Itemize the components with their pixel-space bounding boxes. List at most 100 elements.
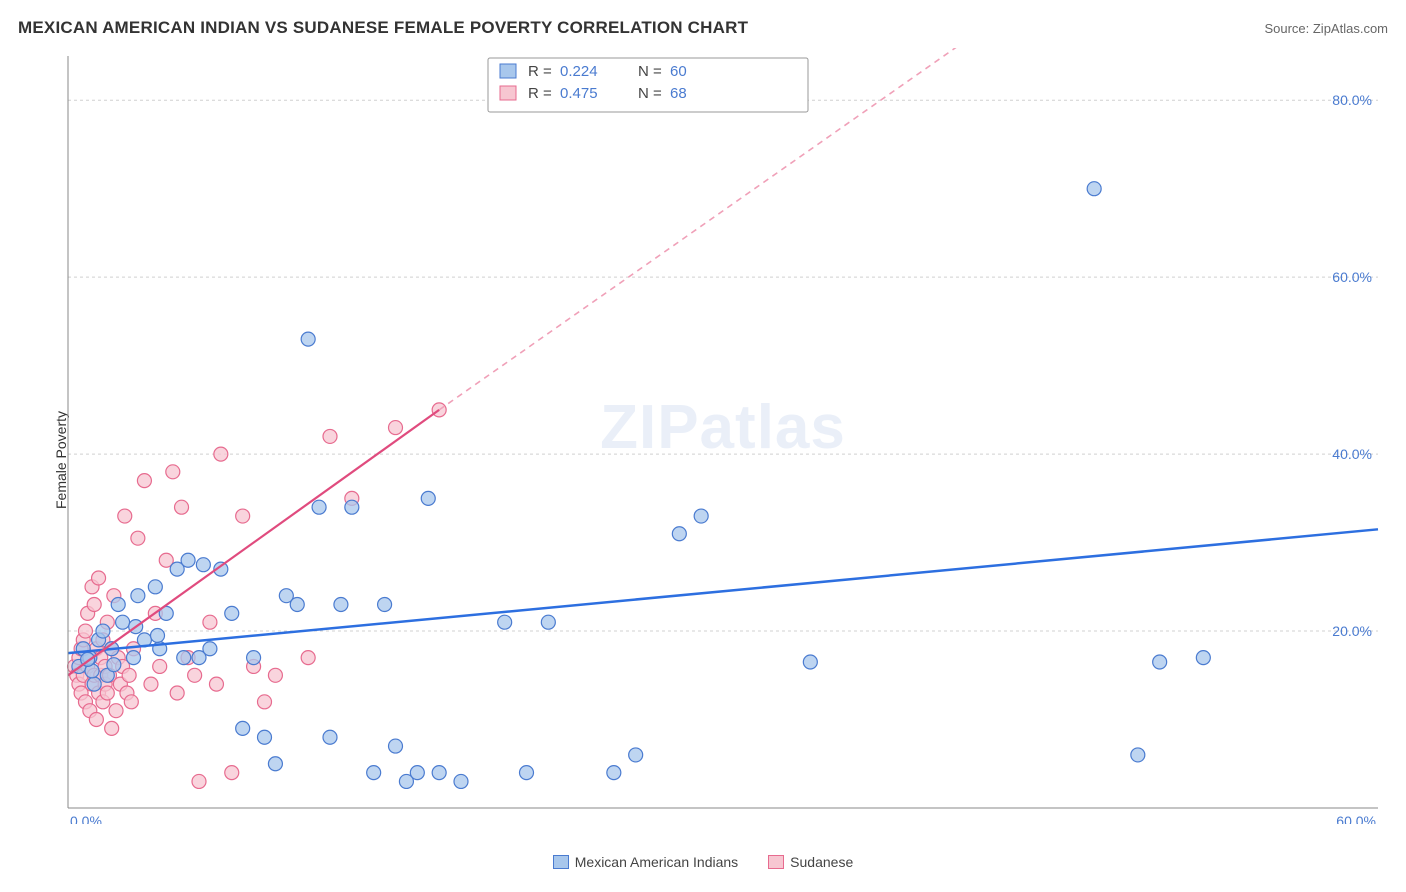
- chart-area: Female Poverty ZIPatlas 20.0%40.0%60.0%8…: [18, 48, 1388, 872]
- scatter-point-pink: [131, 531, 145, 545]
- scatter-point-blue: [225, 606, 239, 620]
- scatter-point-blue: [672, 527, 686, 541]
- scatter-point-pink: [209, 677, 223, 691]
- legend-item-pink: Sudanese: [768, 854, 853, 870]
- svg-text:60: 60: [670, 63, 687, 80]
- x-tick-label: 60.0%: [1336, 813, 1376, 824]
- chart-source: Source: ZipAtlas.com: [1264, 21, 1388, 36]
- stats-legend-box: R = 0.224 N = 60 R = 0.475 N = 68: [488, 58, 808, 112]
- stat-swatch-blue: [500, 64, 516, 78]
- scatter-point-blue: [236, 721, 250, 735]
- scatter-point-pink: [192, 774, 206, 788]
- svg-text:0.224: 0.224: [560, 63, 598, 80]
- scatter-point-pink: [214, 447, 228, 461]
- svg-text:0.475: 0.475: [560, 85, 598, 102]
- scatter-point-blue: [1131, 748, 1145, 762]
- scatter-point-pink: [78, 624, 92, 638]
- scatter-point-pink: [236, 509, 250, 523]
- scatter-point-blue: [181, 553, 195, 567]
- scatter-point-blue: [148, 580, 162, 594]
- scatter-point-pink: [188, 668, 202, 682]
- scatter-point-blue: [203, 642, 217, 656]
- scatter-point-blue: [111, 598, 125, 612]
- scatter-point-pink: [144, 677, 158, 691]
- scatter-point-pink: [137, 474, 151, 488]
- scatter-plot: ZIPatlas 20.0%40.0%60.0%80.0% 0.0%60.0% …: [58, 48, 1388, 824]
- scatter-point-blue: [520, 766, 534, 780]
- scatter-point-blue: [345, 500, 359, 514]
- svg-text:R =: R =: [528, 85, 552, 102]
- scatter-point-pink: [170, 686, 184, 700]
- scatter-point-blue: [312, 500, 326, 514]
- scatter-point-blue: [410, 766, 424, 780]
- svg-text:R =: R =: [528, 63, 552, 80]
- scatter-point-blue: [96, 624, 110, 638]
- scatter-point-blue: [268, 757, 282, 771]
- scatter-point-blue: [258, 730, 272, 744]
- scatter-point-pink: [323, 429, 337, 443]
- bottom-legend: Mexican American Indians Sudanese: [18, 854, 1388, 870]
- scatter-point-blue: [421, 491, 435, 505]
- scatter-point-blue: [116, 615, 130, 629]
- scatter-point-blue: [694, 509, 708, 523]
- scatter-point-blue: [87, 677, 101, 691]
- scatter-point-pink: [268, 668, 282, 682]
- chart-header: MEXICAN AMERICAN INDIAN VS SUDANESE FEMA…: [18, 18, 1388, 38]
- swatch-pink: [768, 855, 784, 869]
- x-tick-label: 0.0%: [70, 813, 102, 824]
- scatter-point-blue: [196, 558, 210, 572]
- stat-swatch-pink: [500, 86, 516, 100]
- scatter-point-blue: [498, 615, 512, 629]
- scatter-point-blue: [131, 589, 145, 603]
- scatter-point-pink: [89, 713, 103, 727]
- scatter-point-blue: [454, 774, 468, 788]
- scatter-point-blue: [301, 332, 315, 346]
- scatter-point-blue: [378, 598, 392, 612]
- watermark: ZIPatlas: [600, 393, 846, 462]
- scatter-point-blue: [541, 615, 555, 629]
- scatter-point-pink: [175, 500, 189, 514]
- scatter-point-blue: [151, 628, 165, 642]
- scatter-point-blue: [247, 651, 261, 665]
- scatter-point-blue: [1153, 655, 1167, 669]
- scatter-point-pink: [301, 651, 315, 665]
- scatter-point-blue: [107, 658, 121, 672]
- scatter-point-blue: [607, 766, 621, 780]
- chart-title: MEXICAN AMERICAN INDIAN VS SUDANESE FEMA…: [18, 18, 748, 38]
- scatter-point-blue: [177, 651, 191, 665]
- scatter-point-pink: [122, 668, 136, 682]
- scatter-point-pink: [153, 659, 167, 673]
- scatter-point-pink: [109, 704, 123, 718]
- legend-item-blue: Mexican American Indians: [553, 854, 738, 870]
- scatter-point-blue: [290, 598, 304, 612]
- y-tick-label: 20.0%: [1332, 623, 1372, 639]
- scatter-point-pink: [203, 615, 217, 629]
- scatter-point-blue: [1087, 182, 1101, 196]
- scatter-point-blue: [389, 739, 403, 753]
- scatter-point-blue: [1196, 651, 1210, 665]
- svg-text:N =: N =: [638, 85, 662, 102]
- scatter-point-pink: [166, 465, 180, 479]
- scatter-point-blue: [803, 655, 817, 669]
- scatter-point-pink: [258, 695, 272, 709]
- svg-text:68: 68: [670, 85, 687, 102]
- scatter-point-pink: [105, 721, 119, 735]
- scatter-point-blue: [629, 748, 643, 762]
- scatter-point-pink: [124, 695, 138, 709]
- scatter-point-pink: [225, 766, 239, 780]
- svg-text:N =: N =: [638, 63, 662, 80]
- scatter-point-blue: [323, 730, 337, 744]
- scatter-point-blue: [367, 766, 381, 780]
- scatter-point-pink: [389, 421, 403, 435]
- scatter-point-blue: [432, 766, 446, 780]
- trend-line-blue: [68, 529, 1378, 653]
- scatter-point-blue: [127, 651, 141, 665]
- y-tick-label: 40.0%: [1332, 446, 1372, 462]
- scatter-point-pink: [92, 571, 106, 585]
- swatch-blue: [553, 855, 569, 869]
- scatter-point-pink: [87, 598, 101, 612]
- scatter-point-pink: [118, 509, 132, 523]
- scatter-point-pink: [100, 686, 114, 700]
- y-tick-label: 80.0%: [1332, 92, 1372, 108]
- scatter-point-blue: [334, 598, 348, 612]
